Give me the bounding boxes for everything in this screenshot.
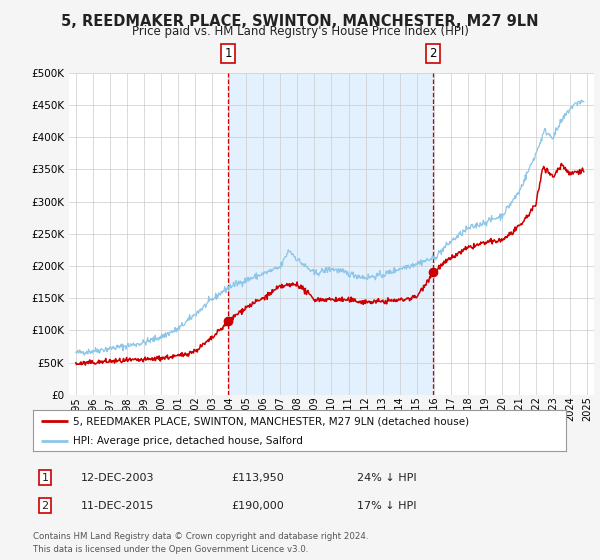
- Text: HPI: Average price, detached house, Salford: HPI: Average price, detached house, Salf…: [73, 436, 303, 446]
- Text: 17% ↓ HPI: 17% ↓ HPI: [357, 501, 416, 511]
- Text: £190,000: £190,000: [231, 501, 284, 511]
- Text: This data is licensed under the Open Government Licence v3.0.: This data is licensed under the Open Gov…: [33, 545, 308, 554]
- Bar: [229, 73, 433, 395]
- Text: 1: 1: [41, 473, 49, 483]
- Text: 1: 1: [224, 47, 232, 60]
- Text: Price paid vs. HM Land Registry's House Price Index (HPI): Price paid vs. HM Land Registry's House …: [131, 25, 469, 38]
- Text: 2: 2: [41, 501, 49, 511]
- Text: 24% ↓ HPI: 24% ↓ HPI: [357, 473, 416, 483]
- Text: 5, REEDMAKER PLACE, SWINTON, MANCHESTER, M27 9LN (detached house): 5, REEDMAKER PLACE, SWINTON, MANCHESTER,…: [73, 417, 469, 426]
- Text: 11-DEC-2015: 11-DEC-2015: [81, 501, 154, 511]
- Text: Contains HM Land Registry data © Crown copyright and database right 2024.: Contains HM Land Registry data © Crown c…: [33, 532, 368, 541]
- Text: 12-DEC-2003: 12-DEC-2003: [81, 473, 155, 483]
- Text: 2: 2: [429, 47, 437, 60]
- Text: 5, REEDMAKER PLACE, SWINTON, MANCHESTER, M27 9LN: 5, REEDMAKER PLACE, SWINTON, MANCHESTER,…: [61, 14, 539, 29]
- Text: £113,950: £113,950: [231, 473, 284, 483]
